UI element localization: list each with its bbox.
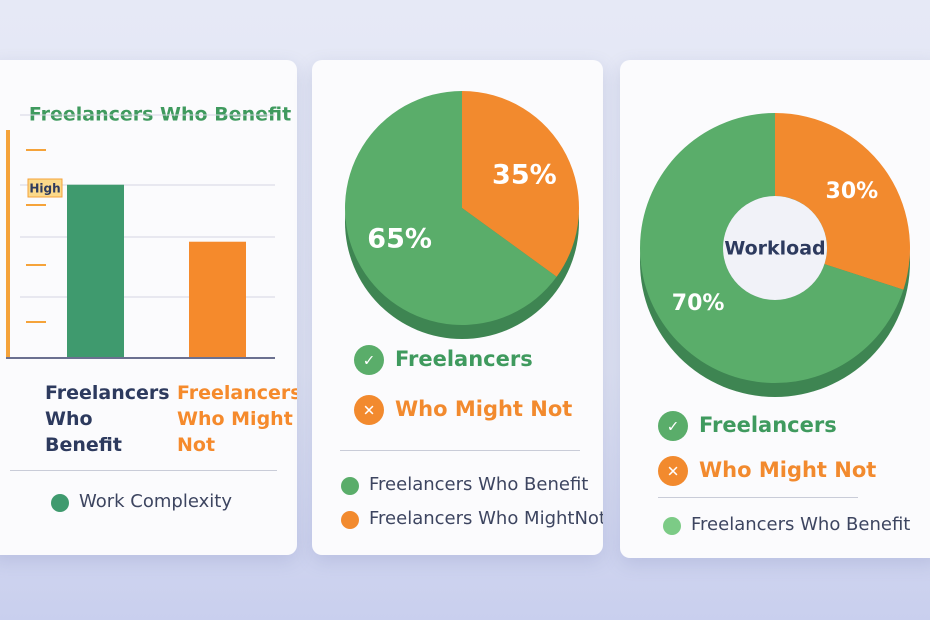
x-tick-label: Freelancers Who Might Not: [177, 382, 297, 456]
annotation: High: [29, 182, 60, 196]
x-tick-label: Freelancers Who Benefit: [45, 382, 170, 456]
slice: [462, 91, 579, 277]
legend-label: Who Might Not: [699, 458, 877, 482]
legend-dot: [341, 477, 359, 495]
card: Freelancers Who Benefit High Freelancers …: [0, 60, 297, 555]
legend-label: Work Complexity: [79, 491, 232, 512]
donut-hole: [723, 196, 827, 300]
bar: [189, 241, 246, 358]
legend-label: Freelancers Who Benefit: [369, 474, 589, 495]
bar: [67, 184, 124, 358]
legend-icon-glyph: ✕: [667, 463, 680, 481]
slice: [775, 113, 910, 290]
legend-icon: [354, 395, 384, 425]
legend-icon: [658, 411, 688, 441]
legend-icon-glyph: ✕: [363, 402, 376, 420]
legend-label: Freelancers Who Benefit: [691, 514, 911, 535]
legend-icon-glyph: ✓: [363, 352, 376, 370]
legend-icon: [658, 456, 688, 486]
y-axis: [6, 130, 10, 358]
legend-label: Who Might Not: [395, 397, 573, 421]
chart: 35% 65% ✓ ✕: [341, 91, 579, 529]
value-label: 30%: [826, 179, 879, 204]
slice: [640, 113, 904, 384]
value-label: 35%: [492, 160, 557, 191]
divider: [10, 470, 277, 471]
divider: [340, 450, 580, 451]
slice: [344, 91, 557, 326]
legend-dot: [341, 511, 359, 529]
value-label: 70%: [672, 291, 725, 316]
legend-icon-glyph: ✓: [667, 418, 680, 436]
card: 30% 70% Workload ✓ ✕ Freelancers Who Might No…: [620, 60, 930, 558]
legend-icon: [354, 345, 384, 375]
center-label: Workload: [724, 238, 825, 260]
legend-label: Freelancers Who MightNot: [369, 508, 603, 529]
legend-dot: [51, 494, 69, 512]
legend-dot: [663, 517, 681, 535]
legend-label: Freelancers: [699, 413, 837, 437]
chart: 30% 70% Workload ✓ ✕: [640, 113, 910, 535]
divider: [658, 497, 858, 498]
chart: Freelancers Who Benefit High: [6, 104, 291, 512]
annotation-box: [27, 178, 63, 198]
legend-label: Freelancers: [395, 347, 533, 371]
value-label: 65%: [367, 223, 432, 254]
card: 35% 65% ✓ ✕ Freelancers Who Might Not Freelan…: [312, 60, 603, 555]
